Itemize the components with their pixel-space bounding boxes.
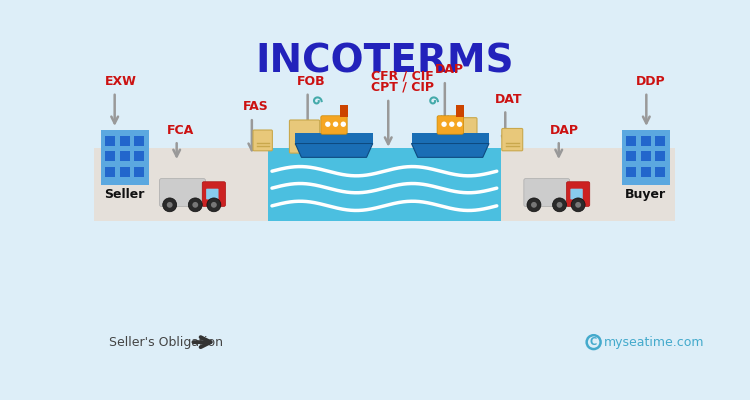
Text: FCA: FCA <box>167 124 195 136</box>
FancyBboxPatch shape <box>566 182 590 206</box>
Circle shape <box>575 202 581 208</box>
FancyBboxPatch shape <box>655 136 665 146</box>
Text: DDP: DDP <box>636 75 666 88</box>
Circle shape <box>556 202 562 208</box>
Text: myseatime.com: myseatime.com <box>604 336 704 349</box>
FancyBboxPatch shape <box>253 130 272 151</box>
FancyBboxPatch shape <box>120 136 130 146</box>
FancyBboxPatch shape <box>640 136 650 146</box>
FancyBboxPatch shape <box>202 182 226 206</box>
Text: Buyer: Buyer <box>625 188 666 201</box>
FancyBboxPatch shape <box>100 130 148 185</box>
FancyBboxPatch shape <box>296 133 373 144</box>
Text: CPT / CIP: CPT / CIP <box>371 80 434 94</box>
FancyBboxPatch shape <box>321 116 347 134</box>
FancyBboxPatch shape <box>134 136 144 146</box>
FancyBboxPatch shape <box>524 179 569 206</box>
Circle shape <box>192 202 198 208</box>
FancyBboxPatch shape <box>626 152 636 162</box>
FancyBboxPatch shape <box>622 130 670 185</box>
Text: DAP: DAP <box>435 64 463 76</box>
Circle shape <box>340 122 346 127</box>
FancyBboxPatch shape <box>655 167 665 177</box>
Text: CFR / CIF: CFR / CIF <box>371 70 434 83</box>
Circle shape <box>527 198 541 212</box>
Circle shape <box>572 198 585 212</box>
FancyBboxPatch shape <box>570 189 583 200</box>
Circle shape <box>211 202 217 208</box>
FancyBboxPatch shape <box>447 118 477 151</box>
Text: FAS: FAS <box>242 100 268 114</box>
Circle shape <box>449 122 454 127</box>
FancyBboxPatch shape <box>134 167 144 177</box>
Circle shape <box>325 122 331 127</box>
Circle shape <box>457 122 462 127</box>
FancyBboxPatch shape <box>160 179 206 206</box>
FancyBboxPatch shape <box>655 152 665 162</box>
Text: FOB: FOB <box>297 75 326 88</box>
Text: C: C <box>590 337 597 347</box>
FancyBboxPatch shape <box>340 105 348 117</box>
Text: INCOTERMS: INCOTERMS <box>255 43 514 81</box>
FancyBboxPatch shape <box>268 148 501 221</box>
FancyBboxPatch shape <box>134 152 144 162</box>
Text: DAP: DAP <box>550 124 578 136</box>
Polygon shape <box>412 144 489 157</box>
Text: Seller: Seller <box>104 188 145 201</box>
FancyBboxPatch shape <box>94 148 675 221</box>
Text: DAT: DAT <box>495 93 523 106</box>
FancyBboxPatch shape <box>626 167 636 177</box>
Circle shape <box>553 198 566 212</box>
FancyBboxPatch shape <box>105 136 116 146</box>
Circle shape <box>441 122 447 127</box>
FancyBboxPatch shape <box>640 167 650 177</box>
Circle shape <box>163 198 177 212</box>
FancyBboxPatch shape <box>412 133 489 144</box>
FancyBboxPatch shape <box>457 105 464 117</box>
Circle shape <box>531 202 537 208</box>
Circle shape <box>207 198 220 212</box>
Text: Seller's Obligation: Seller's Obligation <box>110 336 224 349</box>
FancyBboxPatch shape <box>502 128 523 151</box>
FancyBboxPatch shape <box>120 152 130 162</box>
FancyBboxPatch shape <box>437 116 464 134</box>
Text: EXW: EXW <box>105 75 137 88</box>
FancyBboxPatch shape <box>105 152 116 162</box>
Polygon shape <box>296 144 373 157</box>
Circle shape <box>188 198 202 212</box>
FancyBboxPatch shape <box>105 167 116 177</box>
FancyBboxPatch shape <box>640 152 650 162</box>
Circle shape <box>166 202 172 208</box>
Circle shape <box>333 122 338 127</box>
FancyBboxPatch shape <box>206 189 218 200</box>
FancyBboxPatch shape <box>290 120 320 153</box>
FancyBboxPatch shape <box>626 136 636 146</box>
FancyBboxPatch shape <box>120 167 130 177</box>
